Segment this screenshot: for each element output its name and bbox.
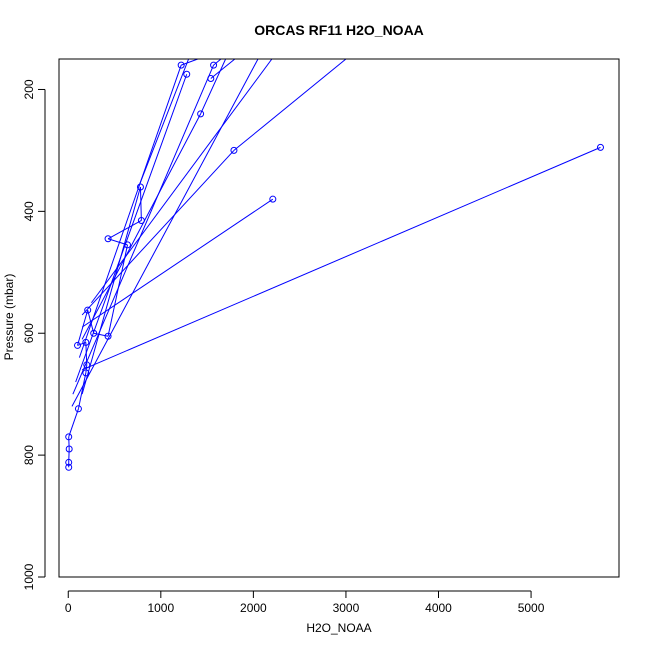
x-tick-label: 4000 xyxy=(425,601,452,615)
data-point xyxy=(230,146,238,154)
data-point xyxy=(596,143,604,151)
series-line-segment xyxy=(77,309,89,346)
series-line-segment xyxy=(90,59,273,304)
series-line-segment xyxy=(93,332,109,337)
x-tick-label: 5000 xyxy=(518,601,545,615)
data-point xyxy=(183,70,191,78)
series-line-segment xyxy=(200,59,227,115)
axes: 0 1000 2000 3000 4000 5000 200 400 600 800 1000 xyxy=(22,79,545,615)
series-line-segment xyxy=(233,59,347,151)
data-point xyxy=(269,195,277,203)
y-tick-label: 800 xyxy=(22,445,36,465)
x-tick-label: 2000 xyxy=(240,601,267,615)
series-line-segment xyxy=(139,186,142,221)
series-line-segment xyxy=(72,64,215,395)
data-point xyxy=(65,458,73,466)
series-lines xyxy=(68,59,601,468)
series-line-segment xyxy=(77,372,87,409)
data-point xyxy=(197,110,205,118)
data-point xyxy=(65,433,73,441)
data-point xyxy=(65,445,73,453)
chart-title: ORCAS RF11 H2O_NOAA xyxy=(254,22,424,38)
data-point xyxy=(104,235,112,243)
plot-frame xyxy=(58,58,620,578)
series-line-segment xyxy=(78,64,182,358)
x-tick-label: 1000 xyxy=(147,601,174,615)
series-line-segment xyxy=(213,59,222,66)
data-point xyxy=(65,463,73,471)
data-point xyxy=(82,338,90,346)
data-point xyxy=(136,183,144,191)
data-point xyxy=(177,61,185,69)
data-point xyxy=(210,61,218,69)
x-axis-label: H2O_NOAA xyxy=(306,621,371,635)
x-tick-label: 0 xyxy=(65,601,72,615)
data-point xyxy=(74,405,82,413)
series-line-segment xyxy=(210,59,236,79)
series-line-segment xyxy=(71,59,259,407)
y-axis-label: Pressure (mbar) xyxy=(2,274,16,361)
y-tick-label: 600 xyxy=(22,323,36,343)
series-line-segment xyxy=(81,113,202,340)
series-line-segment xyxy=(85,364,88,373)
data-point xyxy=(82,369,90,377)
data-point xyxy=(137,216,145,224)
data-point xyxy=(90,329,98,337)
data-point xyxy=(104,332,112,340)
series-line-segment xyxy=(68,408,79,437)
series-points xyxy=(65,61,604,471)
series-line-segment xyxy=(107,220,142,240)
series-line-segment xyxy=(81,198,274,328)
series-line-segment xyxy=(81,186,141,395)
series-line-segment xyxy=(81,146,601,371)
data-point xyxy=(83,361,91,369)
y-tick-label: 400 xyxy=(22,201,36,221)
data-point xyxy=(74,341,82,349)
series-line-segment xyxy=(138,59,190,188)
data-point xyxy=(207,75,215,83)
y-tick-label: 200 xyxy=(22,79,36,99)
y-tick-label: 1000 xyxy=(22,563,36,590)
x-tick-label: 3000 xyxy=(333,601,360,615)
series-line-segment xyxy=(81,150,235,316)
data-point xyxy=(123,241,131,249)
data-point xyxy=(84,306,92,314)
